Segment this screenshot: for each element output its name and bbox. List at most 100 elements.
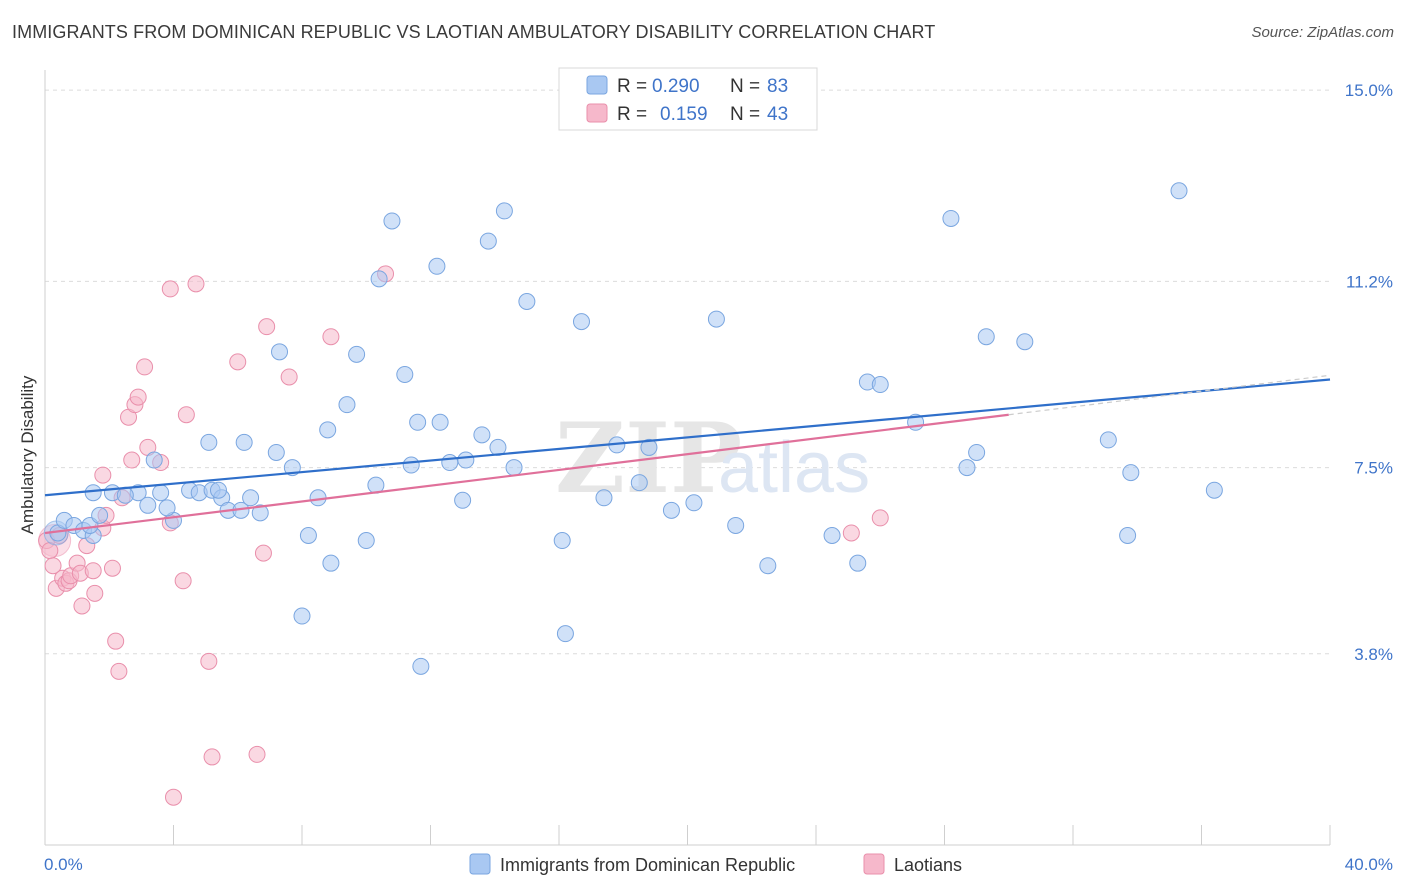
dominican-point-10 [84,484,102,502]
dominican-point-66 [727,516,745,534]
y-tick-label-3: 3.8% [1354,645,1393,664]
laotians-point-19 [107,632,125,650]
dominican-point-28 [271,343,289,361]
bottom-legend-swatch-pink [863,853,885,875]
laotians-point-32 [174,572,192,590]
legend-r-value-1: 0.290 [652,76,700,97]
legend-n-value-1: 83 [767,76,788,97]
chart-title: IMMIGRANTS FROM DOMINICAN REPUBLIC VS LA… [12,22,936,42]
dominican-point-19 [200,433,218,451]
dominican-point-26 [242,489,260,507]
laotians-point-2 [44,557,62,575]
dominican-point-58 [572,313,590,331]
legend-r-label-2: R = [617,104,647,125]
dominican-point-53 [495,202,513,220]
dominican-point-64 [685,494,703,512]
legend-r-value-2: 0.159 [660,104,708,125]
legend-n-label-2: N = [730,104,760,125]
laotians-point-41 [280,368,298,386]
dominican-point-9 [116,486,134,504]
dominican-point-6 [91,506,109,524]
bottom-legend-label-dominican: Immigrants from Dominican Republic [500,855,795,875]
dominican-point-57 [553,532,571,550]
dominican-point-68 [823,527,841,545]
dominican-point-48 [457,451,475,469]
laotians-point-14 [86,584,104,602]
source-credit: Source: ZipAtlas.com [1251,24,1394,41]
dominican-point-75 [968,443,986,461]
dominican-point-16 [158,499,176,517]
laotians-point-30 [161,280,179,298]
dominican-point-54 [505,459,523,477]
dominican-point-77 [1016,333,1034,351]
laotians-point-42 [322,328,340,346]
laotians-trend-line [44,413,1009,535]
laotians-point-39 [254,544,272,562]
trend-lines [44,374,1331,535]
laotians-point-34 [187,275,205,293]
dominican-point-61 [630,474,648,492]
dominican-point-27 [267,443,285,461]
laotians-point-44 [842,524,860,542]
dominican-point-22 [209,481,227,499]
dominican-points [43,182,1223,675]
laotians-point-38 [248,745,266,763]
y-tick-label-1: 11.2% [1346,272,1393,291]
laotians-point-40 [258,318,276,336]
laotians-point-35 [200,652,218,670]
dominican-point-73 [942,209,960,227]
laotians-point-26 [136,358,154,376]
dominican-point-45 [428,257,446,275]
dominican-point-56 [556,625,574,643]
dominican-point-31 [293,607,311,625]
dominican-point-81 [1170,182,1188,200]
dominican-point-30 [299,527,317,545]
laotians-point-37 [229,353,247,371]
laotians-point-13 [84,562,102,580]
dominican-point-33 [322,554,340,572]
laotians-point-36 [203,748,221,766]
legend-n-label-1: N = [730,76,760,97]
dominican-point-35 [338,396,356,414]
dominican-point-41 [396,365,414,383]
dominican-point-38 [370,270,388,288]
dominican-point-76 [977,328,995,346]
bottom-legend-label-laotians: Laotians [894,855,962,875]
dominican-point-78 [1099,431,1117,449]
dominican-point-71 [871,376,889,394]
dominican-point-37 [357,532,375,550]
dominican-point-12 [152,484,170,502]
x-tick-label-0: 0.0% [44,855,83,874]
legend-n-value-2: 43 [767,104,788,125]
x-tick-label-1: 40.0% [1345,855,1393,874]
axes [44,70,1331,846]
dominican-point-62 [640,438,658,456]
legend-swatch-blue [586,75,608,95]
dominican-point-65 [707,310,725,328]
bottom-legend-swatch-blue [469,853,491,875]
dominican-point-82 [1205,481,1223,499]
laotians-point-16 [94,466,112,484]
dominican-point-36 [348,345,366,363]
dominican-point-43 [409,413,427,431]
y-tick-label-2: 7.5% [1354,459,1393,478]
y-tick-label-0: 15.0% [1345,81,1393,100]
dominican-point-47 [441,454,459,472]
dominican-point-79 [1119,527,1137,545]
correlation-legend: R = 0.290 N = 83 R = 0.159 N = 43 [558,67,818,131]
laotians-point-33 [177,406,195,424]
y-axis-title: Ambulatory Disability [18,375,37,534]
tick-labels: 15.0% 11.2% 7.5% 3.8% 0.0% 40.0% [44,81,1393,874]
laotians-point-18 [103,559,121,577]
dominican-point-14 [145,451,163,469]
dominican-point-46 [431,413,449,431]
dominican-point-55 [518,292,536,310]
dominican-point-59 [595,489,613,507]
dominican-point-25 [251,504,269,522]
dominican-point-74 [958,459,976,477]
dominican-point-44 [412,657,430,675]
legend-r-label-1: R = [617,76,647,97]
dominican-point-80 [1122,464,1140,482]
legend-swatch-pink [586,103,608,123]
